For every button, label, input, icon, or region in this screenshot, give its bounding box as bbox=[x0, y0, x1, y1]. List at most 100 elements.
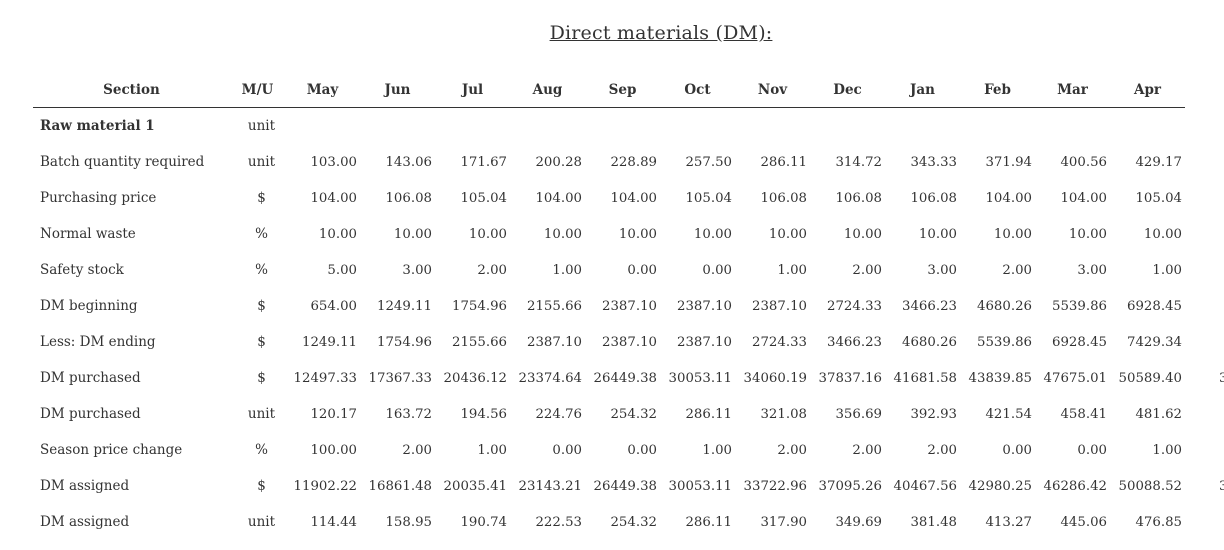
row-value-cell: 106.08 bbox=[760, 190, 807, 206]
column-header-section: Section bbox=[33, 72, 230, 108]
row-value-cell: 224.76 bbox=[535, 406, 582, 422]
row-value-cell: 3.00 bbox=[1077, 262, 1107, 278]
row-value-cell: 104.00 bbox=[1060, 190, 1107, 206]
row-value-cell: 445.06 bbox=[1060, 514, 1107, 530]
row-value-cell: 26449.38 bbox=[593, 370, 657, 386]
row-value-cell: 458.41 bbox=[1060, 406, 1107, 422]
row-measure-unit: $ bbox=[257, 190, 266, 206]
row-value-cell: 194.56 bbox=[460, 406, 507, 422]
column-header-month: Dec bbox=[810, 72, 885, 108]
row-value-cell: 106.08 bbox=[835, 190, 882, 206]
column-header-month: May bbox=[285, 72, 360, 108]
cut-off-value: 3 bbox=[1219, 371, 1224, 386]
row-value-cell: 114.44 bbox=[310, 514, 357, 530]
row-value-cell: 26449.38 bbox=[593, 478, 657, 494]
row-value-cell bbox=[435, 108, 510, 145]
row-value-cell: 0.00 bbox=[627, 262, 657, 278]
row-value-cell: 10.00 bbox=[543, 226, 582, 242]
row-value-cell: 10.00 bbox=[618, 226, 657, 242]
page-title: Direct materials (DM): bbox=[549, 22, 773, 44]
column-header-month: Oct bbox=[660, 72, 735, 108]
row-value-cell bbox=[810, 108, 885, 145]
row-value-cell: 0.00 bbox=[1002, 442, 1032, 458]
row-value-cell: 104.00 bbox=[310, 190, 357, 206]
row-value-cell: 2.00 bbox=[1002, 262, 1032, 278]
row-value-cell: 1754.96 bbox=[452, 298, 507, 314]
row-section-label: DM beginning bbox=[40, 298, 138, 314]
column-header-month: Apr bbox=[1110, 72, 1185, 108]
row-value-cell: 228.89 bbox=[610, 154, 657, 170]
column-header-mu: M/U bbox=[230, 72, 285, 108]
row-value-cell: 105.04 bbox=[460, 190, 507, 206]
table-row: DM purchased unit 120.17 163.72 194.56 224.76… bbox=[33, 396, 1185, 432]
row-value-cell: 2387.10 bbox=[677, 298, 732, 314]
row-section-label: Purchasing price bbox=[40, 190, 157, 206]
row-value-cell: 4680.26 bbox=[902, 334, 957, 350]
row-value-cell: 1.00 bbox=[477, 442, 507, 458]
row-value-cell: 5539.86 bbox=[1052, 298, 1107, 314]
row-value-cell: 10.00 bbox=[843, 226, 882, 242]
row-value-cell bbox=[285, 108, 360, 145]
row-value-cell: 0.00 bbox=[702, 262, 732, 278]
row-measure-unit: $ bbox=[257, 298, 266, 314]
row-value-cell: 104.00 bbox=[610, 190, 657, 206]
row-value-cell: 371.94 bbox=[985, 154, 1032, 170]
row-value-cell: 158.95 bbox=[385, 514, 432, 530]
row-value-cell: 4680.26 bbox=[977, 298, 1032, 314]
row-value-cell: 317.90 bbox=[760, 514, 807, 530]
column-header-month: Aug bbox=[510, 72, 585, 108]
row-value-cell: 190.74 bbox=[460, 514, 507, 530]
row-value-cell bbox=[360, 108, 435, 145]
row-value-cell: 421.54 bbox=[985, 406, 1032, 422]
row-value-cell: 163.72 bbox=[385, 406, 432, 422]
row-measure-unit: unit bbox=[247, 406, 276, 422]
row-section-label: DM assigned bbox=[40, 514, 130, 530]
row-value-cell: 10.00 bbox=[393, 226, 432, 242]
row-value-cell: 105.04 bbox=[1135, 190, 1182, 206]
row-value-cell: 106.08 bbox=[385, 190, 432, 206]
table-row: DM assigned $11902.22 16861.48 20035.41 2314… bbox=[33, 468, 1185, 504]
table-row: DM assigned unit 114.44 158.95 190.74 222.53 2… bbox=[33, 504, 1185, 540]
row-value-cell: 2.00 bbox=[852, 262, 882, 278]
row-value-cell: 2.00 bbox=[852, 442, 882, 458]
row-value-cell: 2155.66 bbox=[452, 334, 507, 350]
row-value-cell: 1.00 bbox=[552, 262, 582, 278]
column-header-month: Nov bbox=[735, 72, 810, 108]
row-measure-unit: unit bbox=[247, 154, 276, 170]
table-row: Less: DM ending $1249.11 1754.96 2155.66 238… bbox=[33, 324, 1185, 360]
row-measure-unit: % bbox=[255, 226, 268, 242]
row-value-cell: 103.00 bbox=[310, 154, 357, 170]
row-value-cell bbox=[1035, 108, 1110, 145]
row-section-label: DM assigned bbox=[40, 478, 130, 494]
row-measure-unit: $ bbox=[257, 370, 266, 386]
row-value-cell: 37095.26 bbox=[818, 478, 882, 494]
row-value-cell: 200.28 bbox=[535, 154, 582, 170]
row-value-cell: 321.08 bbox=[760, 406, 807, 422]
row-value-cell: 3.00 bbox=[927, 262, 957, 278]
row-value-cell: 2387.10 bbox=[527, 334, 582, 350]
row-measure-unit: % bbox=[255, 442, 268, 458]
row-value-cell: 2.00 bbox=[477, 262, 507, 278]
row-value-cell: 7429.34 bbox=[1127, 334, 1182, 350]
row-value-cell: 23143.21 bbox=[518, 478, 582, 494]
row-value-cell: 30053.11 bbox=[668, 370, 732, 386]
row-value-cell: 257.50 bbox=[685, 154, 732, 170]
table-row: DM purchased $12497.33 17367.33 20436.12 233… bbox=[33, 360, 1185, 396]
row-value-cell: 254.32 bbox=[610, 514, 657, 530]
column-header-month: Feb bbox=[960, 72, 1035, 108]
row-value-cell: 37837.16 bbox=[818, 370, 882, 386]
row-section-label: Batch quantity required bbox=[40, 154, 205, 170]
row-measure-unit: unit bbox=[247, 514, 276, 530]
row-value-cell: 286.11 bbox=[685, 406, 732, 422]
row-value-cell: 106.08 bbox=[910, 190, 957, 206]
row-value-cell: 143.06 bbox=[385, 154, 432, 170]
row-value-cell bbox=[1110, 108, 1185, 145]
row-value-cell: 5.00 bbox=[327, 262, 357, 278]
row-value-cell bbox=[660, 108, 735, 145]
row-value-cell: 11902.22 bbox=[293, 478, 357, 494]
row-value-cell: 2724.33 bbox=[827, 298, 882, 314]
row-value-cell: 171.67 bbox=[460, 154, 507, 170]
row-value-cell: 314.72 bbox=[835, 154, 882, 170]
row-value-cell: 42980.25 bbox=[968, 478, 1032, 494]
row-value-cell: 2.00 bbox=[402, 442, 432, 458]
